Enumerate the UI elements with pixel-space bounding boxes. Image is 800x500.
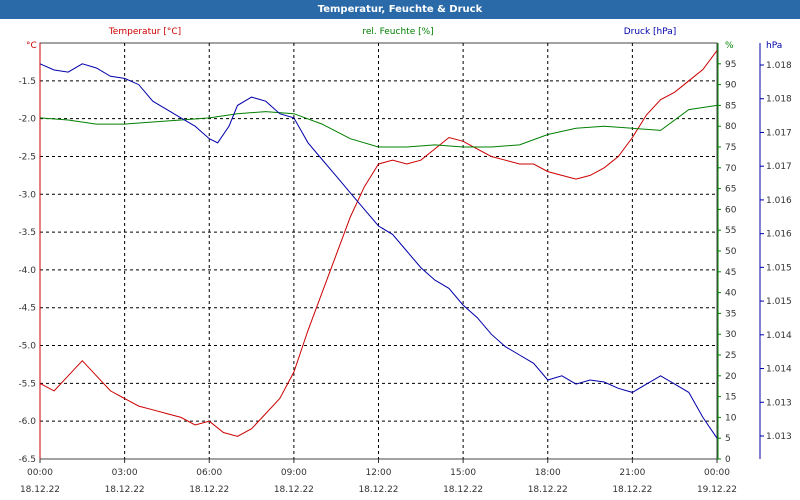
left-unit-label: °C [26, 41, 37, 51]
series-line-2 [39, 63, 718, 439]
right-tick-label: 35 [725, 309, 736, 319]
right-tick-label: 40 [725, 289, 737, 299]
right-tick-label: 25 [725, 351, 736, 361]
x-tick-date: 18.12.22 [358, 485, 398, 495]
far-right-tick-label: 1.014 [766, 331, 792, 341]
left-tick-label: -5.0 [18, 342, 36, 352]
x-tick-date: 18.12.22 [528, 485, 568, 495]
right-tick-label: 75 [725, 143, 736, 153]
left-tick-label: -3.0 [18, 190, 36, 200]
x-tick-date: 18.12.22 [274, 485, 314, 495]
x-tick-date: 18.12.22 [20, 485, 60, 495]
right-tick-label: 20 [725, 372, 737, 382]
axis-x: 00:00 18.12.22 03:00 18.12.22 06:00 18.12.22 0… [20, 459, 737, 495]
axis-units: °C% hPa [26, 41, 782, 51]
far-right-tick-label: 1.016 [766, 230, 792, 240]
far-right-tick-label: 1.015 [766, 263, 792, 273]
far-right-tick-label: 1.018 [766, 61, 792, 71]
far-right-unit-label: hPa [766, 41, 782, 51]
x-tick-date: 19.12.22 [697, 485, 737, 495]
left-tick-label: -5.5 [18, 379, 36, 389]
right-tick-label: 45 [725, 268, 736, 278]
right-tick-label: 10 [725, 413, 737, 423]
right-tick-label: 65 [725, 185, 736, 195]
far-right-tick-label: 1.015 [766, 297, 792, 307]
series-group [39, 50, 718, 439]
right-tick-label: 30 [725, 330, 737, 340]
far-right-tick-label: 1.018 [766, 95, 792, 105]
right-tick-label: 0 [725, 455, 731, 465]
right-tick-label: 60 [725, 205, 737, 215]
far-right-tick-label: 1.013 [766, 398, 792, 408]
left-tick-label: -2.5 [18, 152, 36, 162]
legend-entry-2: Druck [hPa] [624, 27, 677, 37]
right-tick-label: 50 [725, 247, 737, 257]
x-tick-time: 03:00 [112, 468, 138, 478]
left-tick-label: -4.0 [18, 266, 36, 276]
right-tick-label: 95 [725, 60, 736, 70]
x-tick-time: 00:00 [27, 468, 53, 478]
right-tick-label: 15 [725, 393, 736, 403]
far-right-tick-label: 1.014 [766, 365, 792, 375]
legend-entry-1: rel. Feuchte [%] [362, 27, 433, 37]
grid [40, 43, 717, 459]
series-line-1 [39, 104, 718, 148]
left-tick-label: -3.5 [18, 228, 36, 238]
right-unit-label: % [725, 41, 734, 51]
right-tick-label: 5 [725, 434, 731, 444]
legend-entry-0: Temperatur [°C] [108, 27, 181, 37]
left-tick-label: -2.0 [18, 115, 36, 125]
left-tick-label: -4.5 [18, 304, 36, 314]
x-tick-time: 06:00 [196, 468, 222, 478]
axis-right: 0 5 10 15 20 25 30 35 40 45 50 55 60 65 70 75 80 85 90 95 [717, 43, 737, 465]
x-tick-date: 18.12.22 [612, 485, 652, 495]
x-tick-time: 18:00 [535, 468, 561, 478]
axis-far-right: 1.018 1.018 1.017 1.017 1.016 1.016 1.015 1.015… [759, 43, 792, 459]
right-tick-label: 80 [725, 122, 737, 132]
right-tick-label: 70 [725, 164, 737, 174]
left-tick-label: -6.0 [18, 417, 36, 427]
right-tick-label: 85 [725, 101, 736, 111]
far-right-tick-label: 1.013 [766, 432, 792, 442]
x-tick-date: 18.12.22 [443, 485, 483, 495]
far-right-tick-label: 1.017 [766, 162, 792, 172]
left-tick-label: -1.5 [18, 77, 36, 87]
left-tick-label: -6.5 [18, 455, 36, 465]
axis-left: -1.5 -2.0 -2.5 -3.0 -3.5 -4.0 -4.5 -5.0 -5.5 -6.0… [18, 43, 41, 465]
far-right-tick-label: 1.017 [766, 128, 792, 138]
far-right-tick-label: 1.016 [766, 196, 792, 206]
right-tick-label: 55 [725, 226, 736, 236]
right-tick-label: 90 [725, 81, 737, 91]
x-tick-date: 18.12.22 [189, 485, 229, 495]
x-tick-time: 09:00 [281, 468, 307, 478]
x-tick-time: 12:00 [366, 468, 392, 478]
legend: Temperatur [°C] rel. Feuchte [%] Druck [hP… [108, 27, 676, 37]
series-line-0 [39, 50, 718, 437]
x-tick-time: 00:00 [704, 468, 730, 478]
x-tick-time: 21:00 [619, 468, 645, 478]
x-tick-time: 15:00 [450, 468, 476, 478]
chart-title: Temperatur, Feuchte & Druck [0, 0, 800, 19]
x-tick-date: 18.12.22 [105, 485, 145, 495]
